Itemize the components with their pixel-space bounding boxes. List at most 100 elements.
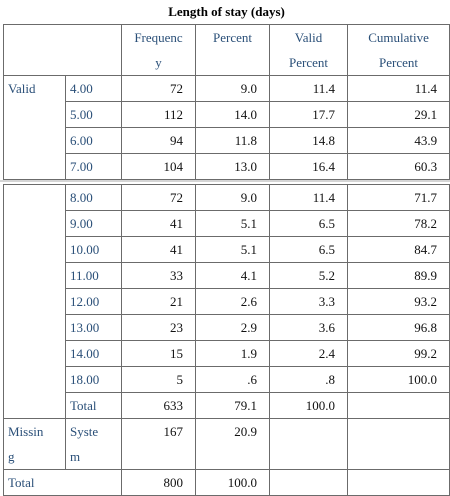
row-frequency: 112 <box>121 101 196 128</box>
row-percent: 5.1 <box>195 210 270 237</box>
row-frequency: 41 <box>121 236 196 263</box>
table-row: 13.00 23 2.9 3.6 96.8 <box>4 314 450 341</box>
valid-total-cumulative-blank <box>347 392 450 419</box>
row-valid-percent: 2.4 <box>269 340 348 367</box>
table-row: 18.00 5 .6 .8 100.0 <box>4 366 450 393</box>
row-value: 6.00 <box>65 127 122 154</box>
row-frequency: 21 <box>121 288 196 315</box>
row-percent: 14.0 <box>195 101 270 128</box>
header-frequency: Frequenc y <box>121 24 196 76</box>
row-valid-percent: 6.5 <box>269 236 348 263</box>
row-value: 7.00 <box>65 153 122 180</box>
row-cumulative-percent: 89.9 <box>347 262 450 289</box>
table-row: 8.00 72 9.0 11.4 71.7 <box>3 184 450 419</box>
row-value: 14.00 <box>65 340 122 367</box>
frequency-table-top: Length of stay (days) Frequenc y Percent … <box>3 0 450 180</box>
page-break-divider <box>0 180 450 182</box>
table-row: Valid 4.00 72 9.0 11.4 11.4 <box>3 75 450 180</box>
row-valid-percent: 3.3 <box>269 288 348 315</box>
table-row: 5.00 112 14.0 17.7 29.1 <box>4 101 450 128</box>
row-percent: 5.1 <box>195 236 270 263</box>
missing-percent: 20.9 <box>195 418 270 470</box>
row-percent: 4.1 <box>195 262 270 289</box>
grand-total-cumulative-blank <box>347 469 450 496</box>
header-blank <box>3 24 122 76</box>
row-frequency: 15 <box>121 340 196 367</box>
row-cumulative-percent: 78.2 <box>347 210 450 237</box>
row-cumulative-percent: 43.9 <box>346 127 450 154</box>
valid-continued-blank <box>3 184 66 419</box>
row-valid-percent: 16.4 <box>269 153 348 180</box>
valid-total-percent: 79.1 <box>195 392 270 419</box>
system-label: Syste m <box>65 418 122 470</box>
missing-cumulative-blank <box>347 418 450 470</box>
row-frequency: 23 <box>121 314 196 341</box>
valid-total-label: Total <box>65 392 122 419</box>
row-frequency: 33 <box>121 262 196 289</box>
table-row: 12.00 21 2.6 3.3 93.2 <box>4 288 450 315</box>
row-cumulative-percent: 84.7 <box>347 236 450 263</box>
row-percent: 2.6 <box>195 288 270 315</box>
row-percent: 2.9 <box>195 314 270 341</box>
table-row: 14.00 15 1.9 2.4 99.2 <box>4 340 450 367</box>
table-row: 7.00 104 13.0 16.4 60.3 <box>4 153 450 180</box>
valid-label: Valid <box>3 75 66 180</box>
row-valid-percent: 14.8 <box>269 127 348 154</box>
row-percent: 11.8 <box>195 127 270 154</box>
table-title: Length of stay (days) <box>168 4 285 19</box>
grand-total-valid-blank <box>269 469 348 496</box>
row-valid-percent: 3.6 <box>269 314 348 341</box>
grand-total-row: Total 800 100.0 <box>3 469 450 496</box>
row-cumulative-percent: 60.3 <box>346 153 450 180</box>
row-value: 18.00 <box>65 366 122 393</box>
row-percent: 9.0 <box>195 184 270 211</box>
table-row: 10.00 41 5.1 6.5 84.7 <box>4 236 450 263</box>
row-value: 4.00 <box>65 75 122 102</box>
row-valid-percent: 11.4 <box>269 184 348 211</box>
row-value: 8.00 <box>65 184 122 211</box>
missing-row: Missin g Syste m 167 20.9 <box>3 418 450 470</box>
row-frequency: 104 <box>121 153 196 180</box>
row-cumulative-percent: 29.1 <box>346 101 450 128</box>
row-frequency: 41 <box>121 210 196 237</box>
missing-label: Missin g <box>3 418 66 470</box>
row-frequency: 94 <box>121 127 196 154</box>
grand-total-percent: 100.0 <box>195 469 270 496</box>
missing-valid-blank <box>269 418 348 470</box>
row-frequency: 72 <box>121 75 196 102</box>
row-cumulative-percent: 100.0 <box>347 366 450 393</box>
row-percent: .6 <box>195 366 270 393</box>
row-valid-percent: 5.2 <box>269 262 348 289</box>
row-cumulative-percent: 71.7 <box>347 184 450 211</box>
row-percent: 1.9 <box>195 340 270 367</box>
row-value: 5.00 <box>65 101 122 128</box>
row-cumulative-percent: 11.4 <box>346 75 450 102</box>
valid-total-row: Total 633 79.1 100.0 <box>4 392 450 419</box>
header-percent: Percent <box>195 24 270 76</box>
header-valid-percent: Valid Percent <box>269 24 348 76</box>
row-valid-percent: 11.4 <box>269 75 348 102</box>
row-value: 11.00 <box>65 262 122 289</box>
valid-total-valid-percent: 100.0 <box>269 392 348 419</box>
row-percent: 9.0 <box>195 75 270 102</box>
row-value: 9.00 <box>65 210 122 237</box>
grand-total-label: Total <box>3 469 122 496</box>
row-value: 12.00 <box>65 288 122 315</box>
row-valid-percent: .8 <box>269 366 348 393</box>
row-valid-percent: 17.7 <box>269 101 348 128</box>
row-cumulative-percent: 99.2 <box>347 340 450 367</box>
row-value: 10.00 <box>65 236 122 263</box>
grand-total-frequency: 800 <box>121 469 196 496</box>
header-cumulative-percent: Cumulative Percent <box>346 24 450 76</box>
frequency-table-bottom: 8.00 72 9.0 11.4 71.7 9.00 41 5.1 6.5 78… <box>3 184 450 496</box>
row-value: 13.00 <box>65 314 122 341</box>
row-cumulative-percent: 96.8 <box>347 314 450 341</box>
header-row: Frequenc y Percent Valid Percent Cumulativ… <box>3 24 450 76</box>
row-percent: 13.0 <box>195 153 270 180</box>
missing-frequency: 167 <box>121 418 196 470</box>
table-row: 11.00 33 4.1 5.2 89.9 <box>4 262 450 289</box>
valid-total-frequency: 633 <box>121 392 196 419</box>
row-cumulative-percent: 93.2 <box>347 288 450 315</box>
table-row: 9.00 41 5.1 6.5 78.2 <box>4 210 450 237</box>
row-valid-percent: 6.5 <box>269 210 348 237</box>
